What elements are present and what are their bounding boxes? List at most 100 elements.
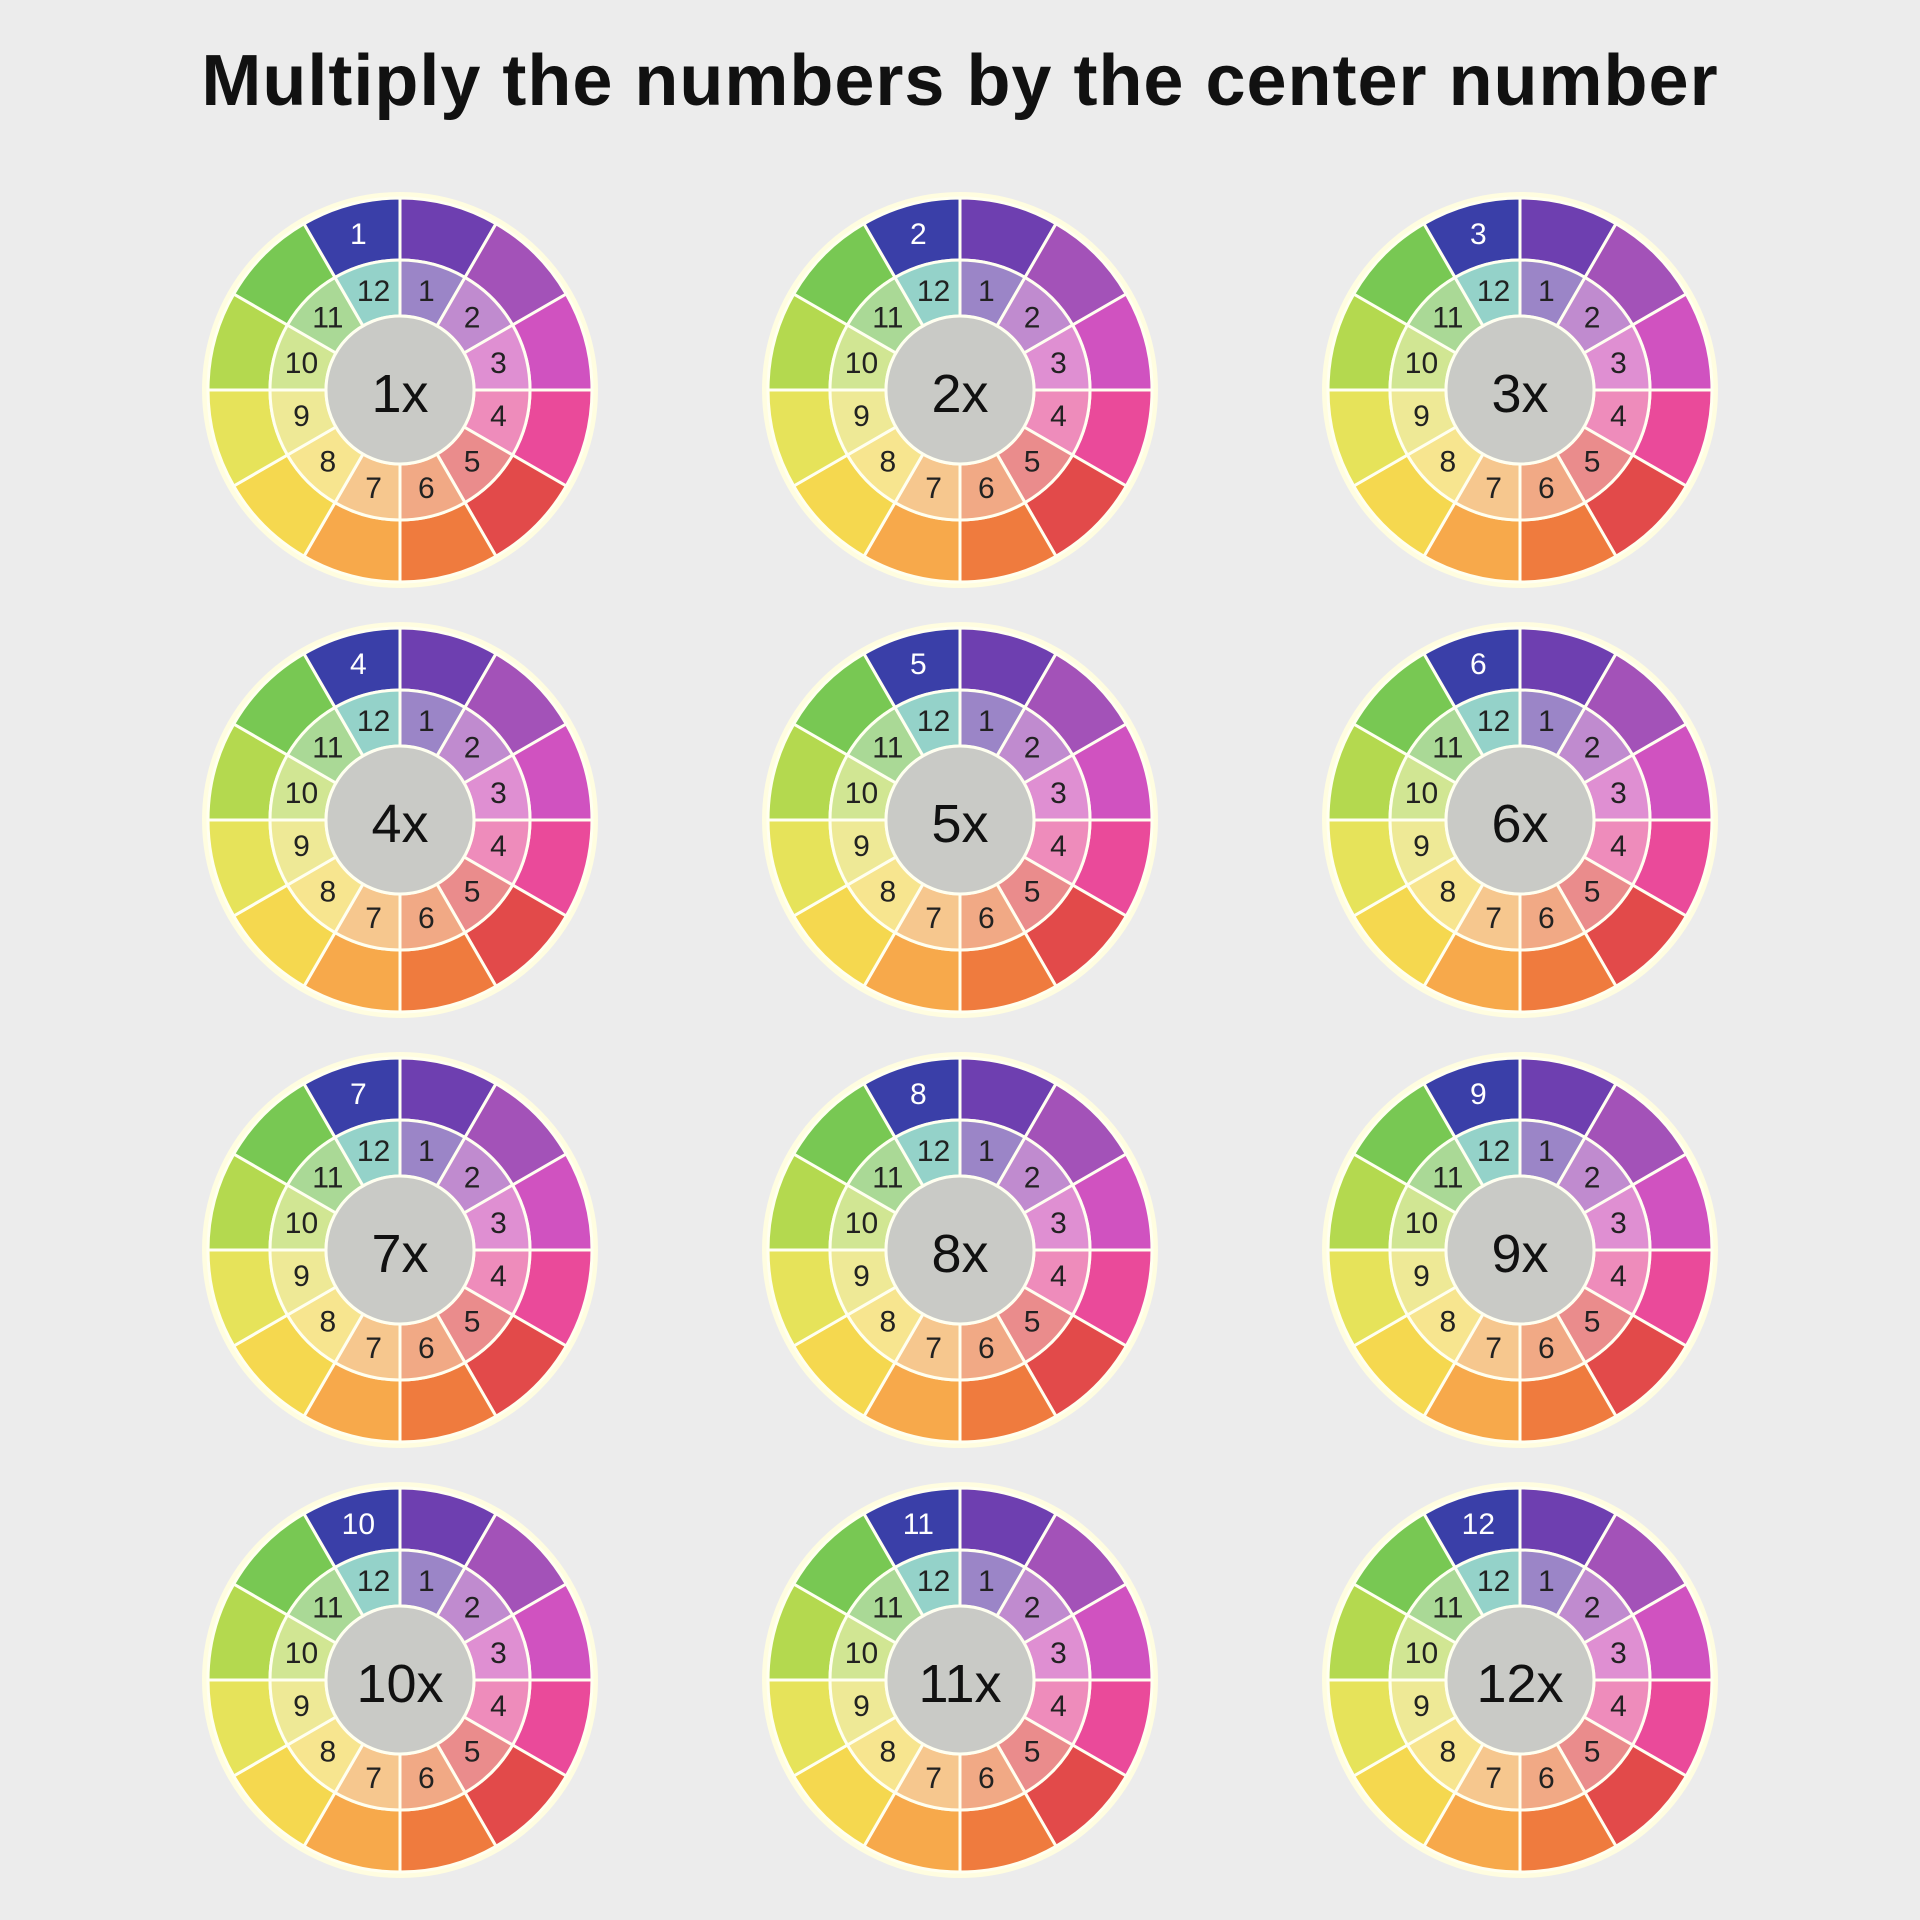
multiplier-number: 11 [872, 1161, 903, 1194]
multiplier-number: 3 [490, 1637, 507, 1670]
multiplier-number: 4 [1050, 830, 1067, 863]
multiplier-number: 8 [1440, 446, 1457, 479]
multiplier-number: 6 [418, 902, 435, 935]
multiplier-number: 7 [1485, 902, 1502, 935]
multiplier-number: 6 [1538, 1762, 1555, 1795]
multiplier-number: 4 [1050, 1690, 1067, 1723]
multiplier-number: 10 [845, 347, 878, 380]
multiplier-number: 3 [1610, 1637, 1627, 1670]
multiplier-number: 11 [872, 731, 903, 764]
multiplier-number: 3 [1050, 1207, 1067, 1240]
answer-number: 3 [1470, 218, 1487, 251]
multiplication-wheel: 12345678910111233x [1320, 190, 1720, 590]
multiplier-number: 12 [917, 275, 950, 308]
multiplier-number: 8 [1440, 876, 1457, 909]
multiplier-number: 12 [357, 275, 390, 308]
multiplier-number: 4 [1610, 830, 1627, 863]
multiplier-number: 1 [1538, 275, 1555, 308]
multiplication-wheel: 12345678910111277x [200, 1050, 600, 1450]
multiplier-number: 9 [853, 400, 870, 433]
multiplier-number: 10 [1405, 777, 1438, 810]
multiplication-wheel: 12345678910111255x [760, 620, 1160, 1020]
multiplier-number: 10 [285, 1207, 318, 1240]
multiplier-number: 4 [490, 1260, 507, 1293]
multiplier-number: 1 [418, 705, 435, 738]
multiplier-number: 11 [1432, 1591, 1463, 1624]
multiplier-number: 7 [1485, 1762, 1502, 1795]
center-label: 6x [1491, 794, 1548, 854]
answer-number: 2 [910, 218, 927, 251]
multiplier-number: 9 [853, 1690, 870, 1723]
multiplication-wheel: 12345678910111266x [1320, 620, 1720, 1020]
multiplier-number: 3 [1610, 347, 1627, 380]
multiplier-number: 7 [365, 902, 382, 935]
multiplier-number: 8 [320, 1736, 337, 1769]
center-label: 9x [1491, 1224, 1548, 1284]
multiplier-number: 8 [320, 876, 337, 909]
center-label: 5x [931, 794, 988, 854]
multiplier-number: 9 [1413, 400, 1430, 433]
multiplier-number: 10 [285, 777, 318, 810]
multiplier-number: 6 [1538, 1332, 1555, 1365]
multiplier-number: 4 [1610, 1260, 1627, 1293]
multiplier-number: 5 [464, 876, 481, 909]
multiplier-number: 9 [293, 830, 310, 863]
multiplier-number: 8 [320, 446, 337, 479]
page-title: Multiply the numbers by the center numbe… [0, 40, 1920, 122]
center-label: 3x [1491, 364, 1548, 424]
multiplication-wheel: 12345678910111211x [200, 190, 600, 590]
answer-number: 1 [350, 218, 367, 251]
multiplier-number: 10 [845, 777, 878, 810]
multiplier-number: 11 [312, 1161, 343, 1194]
multiplication-wheel: 12345678910111288x [760, 1050, 1160, 1450]
multiplier-number: 1 [418, 1135, 435, 1168]
center-label: 2x [931, 364, 988, 424]
multiplier-number: 4 [490, 830, 507, 863]
multiplier-number: 12 [1477, 275, 1510, 308]
center-label: 12x [1476, 1654, 1563, 1714]
multiplier-number: 1 [978, 275, 995, 308]
multiplier-number: 9 [1413, 1690, 1430, 1723]
multiplier-number: 10 [1405, 347, 1438, 380]
answer-number: 6 [1470, 648, 1487, 681]
multiplier-number: 10 [845, 1207, 878, 1240]
answer-number: 10 [342, 1508, 375, 1541]
multiplier-number: 1 [1538, 1135, 1555, 1168]
answer-number: 4 [350, 648, 367, 681]
center-label: 1x [371, 364, 428, 424]
multiplier-number: 11 [872, 1591, 903, 1624]
multiplier-number: 12 [357, 1135, 390, 1168]
multiplier-number: 6 [1538, 902, 1555, 935]
multiplier-number: 6 [418, 1332, 435, 1365]
multiplier-number: 5 [1584, 446, 1601, 479]
answer-number: 11 [903, 1508, 934, 1541]
multiplier-number: 3 [490, 777, 507, 810]
multiplier-number: 3 [490, 347, 507, 380]
multiplication-wheel: 12345678910111222x [760, 190, 1160, 590]
multiplier-number: 5 [1024, 1736, 1041, 1769]
multiplier-number: 5 [464, 1306, 481, 1339]
multiplication-wheel: 12345678910111244x [200, 620, 600, 1020]
multiplier-number: 10 [285, 1637, 318, 1670]
multiplier-number: 12 [917, 705, 950, 738]
multiplier-number: 8 [880, 1736, 897, 1769]
multiplier-number: 7 [365, 472, 382, 505]
multiplier-number: 8 [320, 1306, 337, 1339]
center-label: 10x [356, 1654, 443, 1714]
multiplier-number: 2 [1584, 301, 1601, 334]
center-label: 7x [371, 1224, 428, 1284]
multiplier-number: 11 [312, 301, 343, 334]
multiplier-number: 7 [925, 1762, 942, 1795]
multiplier-number: 2 [1024, 731, 1041, 764]
answer-number: 12 [1462, 1508, 1495, 1541]
multiplier-number: 12 [357, 705, 390, 738]
multiplier-number: 11 [312, 731, 343, 764]
center-label: 4x [371, 794, 428, 854]
multiplier-number: 3 [1050, 1637, 1067, 1670]
multiplier-number: 3 [490, 1207, 507, 1240]
center-label: 8x [931, 1224, 988, 1284]
multiplier-number: 12 [1477, 1565, 1510, 1598]
multiplier-number: 2 [1024, 1591, 1041, 1624]
multiplier-number: 6 [978, 902, 995, 935]
multiplier-number: 8 [880, 876, 897, 909]
